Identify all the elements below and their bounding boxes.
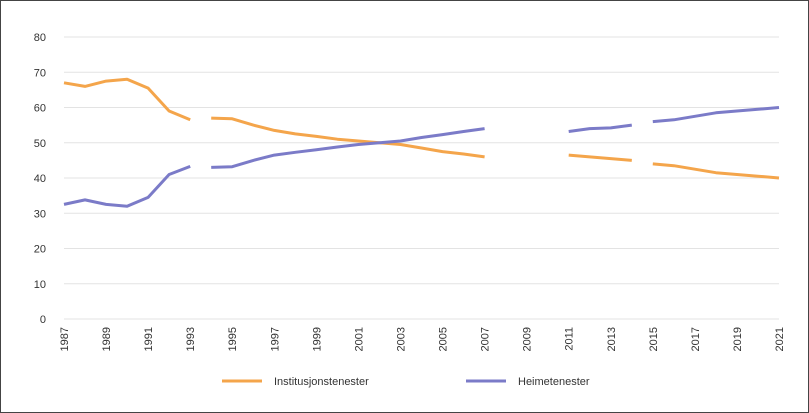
x-tick-label: 2003	[395, 327, 407, 351]
series-2-segment-3	[568, 123, 632, 133]
y-tick-label: 40	[34, 173, 46, 185]
x-tick-label: 2013	[606, 327, 618, 351]
x-tick-label: 2015	[648, 327, 660, 351]
series-2-segment-1	[63, 164, 191, 208]
y-tick-label: 50	[34, 138, 46, 150]
gridlines	[64, 36, 779, 320]
x-tick-label: 1993	[185, 327, 197, 351]
x-tick-label: 2011	[564, 327, 576, 351]
y-tick-label: 10	[34, 279, 46, 291]
y-axis-ticks: 0 10 20 30 40 50 60 70 80	[34, 32, 46, 326]
x-tick-label: 1987	[59, 327, 71, 351]
y-tick-label: 0	[40, 314, 46, 326]
x-tick-label: 1999	[311, 327, 323, 351]
legend-label: Institusjonstenester	[274, 376, 369, 388]
x-tick-label: 1989	[101, 327, 113, 351]
x-tick-label: 2009	[522, 327, 534, 351]
series-1-segment-1	[63, 77, 191, 122]
x-tick-label: 2021	[774, 327, 786, 351]
series-1-segment-2	[211, 116, 485, 159]
series-2-segment-4	[652, 106, 780, 124]
x-tick-label: 2019	[732, 327, 744, 351]
series-2-segment-2	[211, 127, 485, 169]
x-axis-ticks: 1987 1989 1991 1993 1995 1997 1999 2001 2003 2005…	[59, 327, 786, 351]
x-tick-label: 2005	[438, 327, 450, 351]
legend-label: Heimetenester	[518, 376, 590, 388]
x-tick-label: 2001	[353, 327, 365, 351]
series-1-segment-4	[652, 162, 780, 180]
y-tick-label: 60	[34, 103, 46, 115]
series-1-segment-3	[568, 153, 632, 162]
x-tick-label: 2017	[690, 327, 702, 351]
legend: Institusjonstenester Heimetenester	[222, 376, 590, 388]
x-tick-label: 1991	[143, 327, 155, 351]
series-lines	[63, 77, 780, 208]
x-tick-label: 1995	[227, 327, 239, 351]
x-tick-label: 1997	[269, 327, 281, 351]
x-tick-label: 2007	[480, 327, 492, 351]
y-tick-label: 20	[34, 244, 46, 256]
y-tick-label: 80	[34, 32, 46, 44]
y-tick-label: 30	[34, 208, 46, 220]
y-tick-label: 70	[34, 67, 46, 79]
